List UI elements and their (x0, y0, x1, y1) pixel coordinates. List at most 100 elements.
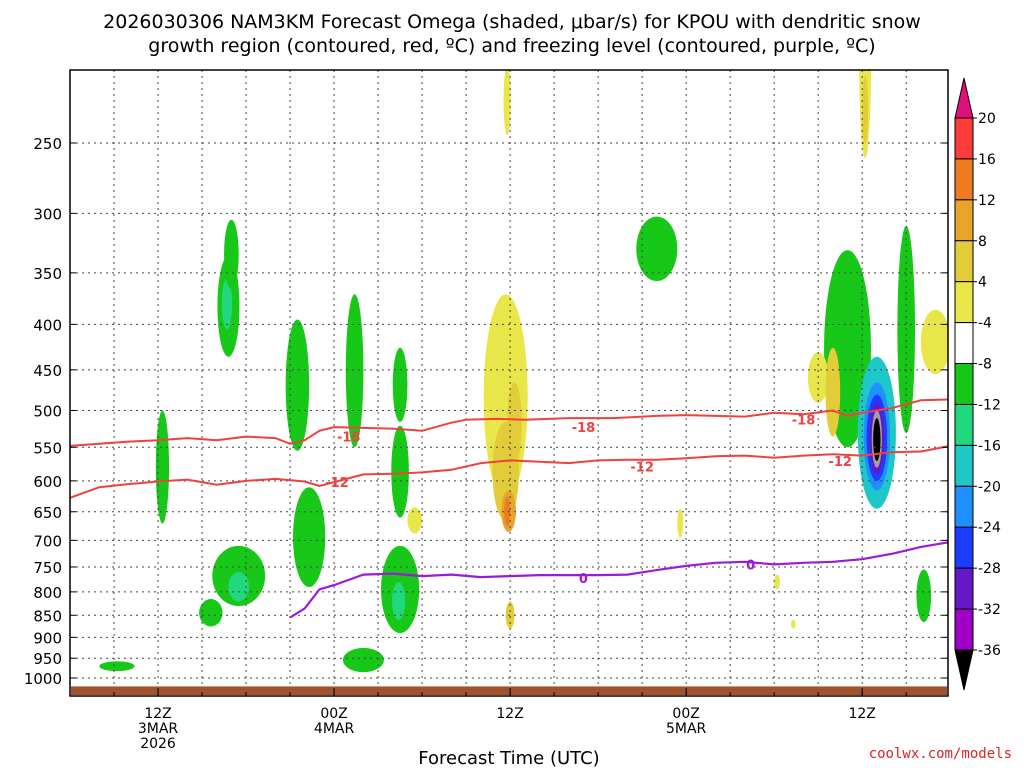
omega-cell (503, 70, 511, 136)
colorbar-bin (954, 240, 974, 283)
colorbar-bin (954, 526, 974, 569)
x-tick-label: 12Z (848, 706, 875, 722)
x-tick-label: 3MAR (138, 721, 179, 737)
contour-label: -12 (325, 476, 349, 491)
contour-label: -18 (792, 414, 816, 429)
omega-cell (507, 382, 522, 465)
colorbar-label: 4 (978, 275, 987, 291)
y-tick-label: 400 (33, 316, 62, 334)
y-tick-label: 350 (33, 265, 62, 283)
colorbar-bin (954, 444, 974, 487)
colorbar-label: -20 (978, 479, 1001, 495)
colorbar-bin (954, 403, 974, 446)
y-tick-label: 700 (33, 532, 62, 550)
colorbar-label: -24 (978, 520, 1001, 536)
y-tick-label: 650 (33, 504, 62, 522)
colorbar-label: -4 (978, 316, 992, 332)
omega-cell (862, 75, 869, 143)
omega-cell (916, 569, 932, 623)
omega-cell (504, 496, 511, 527)
omega-cell (873, 418, 881, 462)
colorbar-label: 20 (978, 111, 996, 127)
colorbar-bottom-arrow (954, 649, 974, 691)
omega-cell (228, 572, 249, 602)
omega-cell (345, 294, 364, 448)
omega-shading (99, 70, 948, 673)
colorbar-label: -32 (978, 602, 1001, 618)
y-tick-label: 600 (33, 473, 62, 491)
credit-text: coolwx.com/models (869, 746, 1012, 762)
y-axis-ticks: 250 300 350 400 450 500 550 600 650 700 750 800 850 9… (24, 135, 948, 688)
y-tick-label: 450 (33, 362, 62, 380)
omega-cell (221, 278, 233, 330)
colorbar-bin (954, 363, 974, 405)
colorbar-label: -12 (978, 397, 1001, 413)
contour-label: 0 (579, 572, 588, 587)
plot-frame (69, 69, 949, 697)
x-axis-label: Forecast Time (UTC) (418, 748, 599, 768)
x-tick-label: 4MAR (314, 721, 355, 737)
x-tick-label: 2026 (140, 736, 176, 752)
contour-label: -12 (630, 460, 654, 475)
omega-cell (825, 347, 841, 437)
omega-cell (636, 216, 678, 282)
chart-title-line2: growth region (contoured, red, ºC) and f… (148, 35, 875, 57)
contour-minus12 (70, 445, 948, 499)
colorbar-bin (954, 567, 974, 610)
chart-title-line1: 2026030306 NAM3KM Forecast Omega (shaded… (103, 11, 921, 33)
colorbar-label: -16 (978, 438, 1001, 454)
colorbar-bin (954, 158, 974, 201)
colorbar-label: -36 (978, 643, 1001, 659)
y-tick-label: 550 (33, 439, 62, 457)
omega-cell (391, 425, 409, 518)
colorbar-bin (954, 199, 974, 242)
contour-minus18 (70, 398, 948, 447)
colorbar-bin (954, 485, 974, 528)
y-tick-label: 850 (33, 607, 62, 625)
x-tick-label: 00Z (320, 706, 347, 722)
y-tick-label: 900 (33, 629, 62, 647)
colorbar-bin (954, 608, 974, 651)
contour-label: -18 (337, 431, 361, 446)
y-tick-label: 500 (33, 403, 62, 421)
x-tick-label: 00Z (672, 706, 699, 722)
colorbar-bin (954, 322, 974, 365)
omega-cell (920, 309, 948, 375)
colorbar: 20 16 12 8 4 -4 -8 -12 -16 -20 -24 -28 -32 -36 (954, 77, 1001, 691)
colorbar-top-arrow (954, 77, 974, 119)
colorbar-label: -28 (978, 561, 1001, 577)
colorbar-bin (954, 117, 974, 160)
omega-cell (224, 219, 239, 290)
colorbar-bin (954, 281, 974, 324)
omega-cell (505, 601, 515, 629)
grid-lines (70, 70, 948, 696)
ground-layer (71, 686, 947, 695)
contour-lines (70, 398, 948, 619)
y-tick-label: 800 (33, 584, 62, 602)
omega-cell (677, 508, 684, 538)
omega-cell (292, 487, 326, 588)
contour-label: -12 (828, 455, 852, 470)
omega-cell (791, 619, 796, 629)
omega-cell (199, 599, 223, 627)
colorbar-label: 12 (978, 193, 996, 209)
y-tick-label: 750 (33, 559, 62, 577)
x-tick-label: 12Z (144, 706, 171, 722)
colorbar-label: 8 (978, 234, 987, 250)
omega-cell (285, 319, 310, 451)
contour-label: 0 (746, 558, 755, 573)
x-tick-label: 5MAR (666, 721, 707, 737)
contour-freezing-level (289, 541, 948, 619)
omega-cell (407, 507, 423, 534)
omega-cell (392, 347, 408, 422)
omega-cell (99, 661, 135, 672)
omega-cell (392, 582, 406, 620)
omega-cell (774, 574, 781, 590)
omega-cell (342, 647, 384, 673)
contour-labels: -18 -18 -18 -12 -12 -12 0 0 (325, 414, 852, 587)
colorbar-label: -8 (978, 357, 992, 373)
y-tick-label: 950 (33, 650, 62, 668)
y-tick-label: 250 (33, 135, 62, 153)
